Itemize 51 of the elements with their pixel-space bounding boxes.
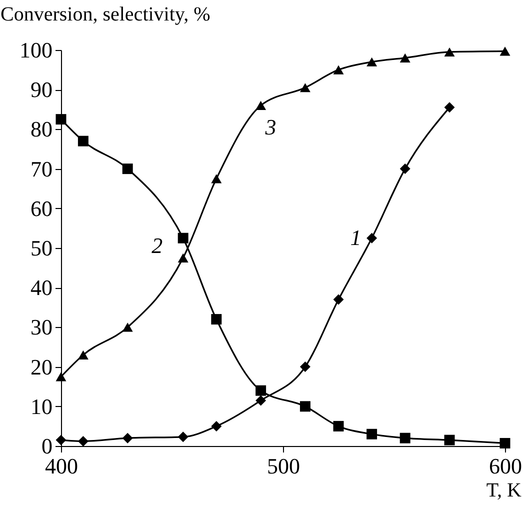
point [211, 174, 222, 184]
point [333, 420, 344, 432]
x-axis-title: T, K [486, 480, 522, 502]
x-tick-label: 600 [489, 454, 522, 478]
point [444, 102, 455, 113]
series-label: 3 [264, 114, 276, 140]
y-tick-label: 80 [30, 116, 52, 142]
y-tick-label: 20 [30, 354, 52, 380]
point [56, 114, 66, 125]
y-tick-label: 30 [30, 314, 52, 340]
point [444, 434, 455, 446]
point [366, 428, 378, 440]
y-tick-label: 10 [30, 394, 52, 419]
point [444, 47, 455, 57]
point [178, 432, 188, 442]
series-label: 1 [350, 225, 362, 250]
point [333, 65, 344, 74]
y-axis-title: Conversion, selectivity, % [0, 4, 210, 26]
point [366, 57, 378, 66]
point [211, 420, 222, 432]
point [178, 232, 188, 244]
point [256, 395, 266, 406]
series-label: 2 [152, 233, 163, 258]
point [56, 372, 66, 382]
y-tick-label: 60 [30, 196, 52, 221]
point [300, 362, 310, 372]
point [500, 46, 510, 56]
y-tick-label: 100 [20, 38, 52, 62]
point [256, 385, 266, 396]
point [500, 438, 510, 448]
point [178, 253, 188, 262]
y-tick-label: 50 [30, 236, 52, 260]
point [400, 53, 410, 62]
point [300, 401, 310, 412]
point [333, 294, 344, 305]
point [400, 164, 410, 174]
point [400, 432, 410, 444]
point [78, 350, 88, 360]
point [300, 83, 310, 92]
point [256, 100, 266, 110]
y-tick-label: 40 [30, 275, 52, 300]
x-tick-label: 500 [267, 454, 300, 478]
y-tick-label: 90 [30, 77, 52, 102]
point [122, 164, 133, 174]
point [78, 436, 88, 446]
point [122, 432, 133, 444]
point [211, 314, 222, 325]
point [366, 232, 378, 244]
point [122, 322, 133, 332]
y-tick-label: 70 [30, 156, 52, 182]
point [78, 136, 88, 146]
